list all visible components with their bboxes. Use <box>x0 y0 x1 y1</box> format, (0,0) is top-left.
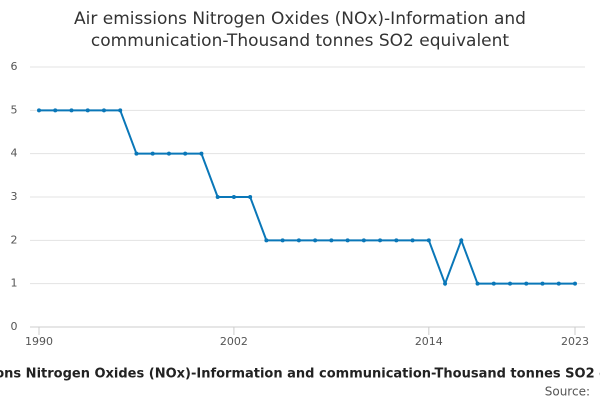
y-tick-label: 3 <box>11 190 18 203</box>
point <box>378 238 383 243</box>
point <box>524 281 529 286</box>
x-axis-title: Air emissions Nitrogen Oxides (NOx)-Info… <box>0 367 600 382</box>
point <box>53 108 58 113</box>
source: Source: <box>545 385 590 399</box>
y-tick-label: 0 <box>11 320 18 333</box>
y-tick-label: 4 <box>11 147 18 160</box>
x-tick-label: 2023 <box>561 335 589 348</box>
chart-title: communication-Thousand tonnes SO2 equiva… <box>91 31 510 51</box>
chart-title: Air emissions Nitrogen Oxides (NOx)-Info… <box>74 9 526 29</box>
point <box>443 281 448 286</box>
point <box>199 151 204 156</box>
x-tick-label: 1990 <box>25 335 53 348</box>
point <box>361 238 366 243</box>
point <box>540 281 545 286</box>
point <box>183 151 188 156</box>
line <box>39 109 575 287</box>
point <box>410 238 415 243</box>
point <box>150 151 155 156</box>
y-tick-label: 6 <box>11 60 18 73</box>
point <box>134 151 139 156</box>
point <box>491 281 496 286</box>
point <box>508 281 513 286</box>
y-tick-label: 2 <box>11 233 18 246</box>
point <box>215 195 220 199</box>
y-tick-label: 5 <box>11 103 18 116</box>
point <box>475 281 480 286</box>
point <box>264 238 269 243</box>
point <box>69 108 74 113</box>
point <box>280 238 285 243</box>
point <box>313 238 318 243</box>
y-tick-label: 1 <box>11 277 18 290</box>
point <box>426 238 431 243</box>
point <box>118 108 123 113</box>
point <box>329 238 334 243</box>
point <box>345 238 350 243</box>
x-tick-label: 2014 <box>415 335 443 348</box>
point <box>248 195 253 199</box>
point <box>85 108 90 113</box>
point <box>37 108 41 113</box>
point <box>101 108 106 113</box>
point <box>573 281 577 286</box>
point <box>394 238 399 243</box>
point <box>556 281 561 286</box>
point <box>296 238 301 243</box>
point <box>231 195 236 199</box>
point <box>459 238 464 243</box>
x-tick-label: 2002 <box>220 335 248 348</box>
point <box>166 151 171 156</box>
